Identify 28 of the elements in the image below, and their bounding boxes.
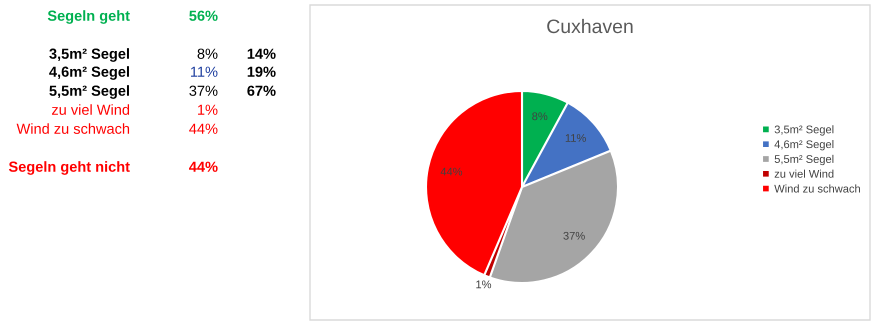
data-label: 44%	[440, 168, 462, 176]
legend-label: 5,5m² Segel	[774, 154, 834, 166]
text: 56%	[189, 10, 218, 21]
data-label: 8%	[532, 112, 548, 120]
text: 44%	[189, 162, 218, 172]
data-label: 37%	[563, 232, 585, 240]
text: zu viel Wind	[52, 104, 130, 115]
text: 44%	[189, 124, 218, 134]
text: 8%	[198, 48, 218, 59]
data-label: 11%	[566, 134, 586, 142]
legend-label: Wind zu schwach	[774, 184, 860, 193]
chart-title: Cuxhaven	[547, 18, 633, 34]
text: Segeln geht	[48, 10, 130, 24]
text: 37%	[189, 86, 218, 96]
text: 19%	[248, 66, 276, 77]
text: 5,5m² Segel	[49, 85, 129, 99]
text: 4,6m² Segel	[49, 66, 129, 80]
text: 67%	[247, 86, 276, 96]
text: Segeln geht nicht	[8, 161, 130, 175]
legend-label: 4,6m² Segel	[774, 140, 834, 150]
data-label: 1%	[476, 280, 492, 288]
text: 1%	[198, 104, 218, 115]
text: Wind zu schwach	[16, 123, 130, 134]
legend-label: zu viel Wind	[774, 170, 834, 178]
text: 3,5m² Segel	[49, 48, 129, 62]
text: 11%	[191, 66, 218, 77]
legend-label: 3,5m² Segel	[774, 125, 834, 136]
text: 14%	[248, 48, 276, 59]
